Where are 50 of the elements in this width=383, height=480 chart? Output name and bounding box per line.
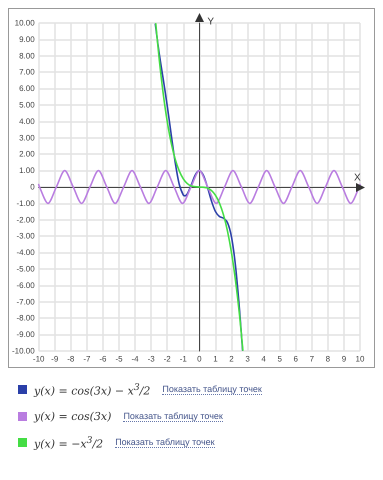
y-tick-label: -1.00: [16, 198, 36, 208]
y-tick-label: -8.00: [16, 314, 36, 323]
legend-label: y(x) = cos(3x) − x$^{3}$/2: [34, 382, 150, 398]
x-tick-label: -2: [164, 354, 172, 364]
legend-label: y(x) = −x$^{3}$/2: [34, 434, 104, 450]
x-tick-label: -10: [32, 354, 46, 364]
x-tick-label: 1: [213, 354, 218, 364]
x-tick-label: -3: [148, 354, 156, 364]
x-tick-label: -4: [132, 354, 140, 364]
y-tick-label: 7.00: [19, 68, 36, 77]
x-axis-title: X: [354, 172, 361, 184]
text: Показать таблицу точек: [115, 436, 215, 448]
y-tick-label: -2.00: [16, 215, 36, 224]
x-tick-label: 8: [326, 354, 331, 364]
text: Показать таблицу точек: [123, 410, 223, 422]
legend-label: y(x) = cos(3x): [34, 410, 112, 423]
x-tick-label: 7: [310, 354, 315, 364]
text: Показать таблицу точек: [162, 384, 262, 396]
x-tick-label: -5: [115, 354, 124, 364]
x-tick-label: 3: [245, 354, 250, 364]
y-tick-label: -7.00: [16, 297, 36, 306]
x-tick-label: 6: [294, 354, 299, 364]
x-tick-label: 5: [277, 354, 282, 364]
y-tick-label: -4.00: [16, 248, 36, 258]
y-tick-label: 5.00: [19, 100, 36, 110]
y-tick-label: 9.00: [19, 34, 36, 44]
y-tick-label: 6.00: [19, 84, 36, 94]
y-tick-label: 4.00: [19, 116, 36, 126]
y-tick-label: 10.00: [14, 18, 36, 28]
x-tick-label: -9: [51, 354, 59, 364]
y-tick-label: 1.00: [19, 166, 36, 176]
x-tick-label: 9: [342, 354, 347, 364]
x-tick-label: -6: [99, 354, 108, 364]
y-tick-label: -3.00: [16, 232, 36, 241]
y-tick-label: -9.00: [16, 330, 36, 340]
y-axis-title: Y: [207, 16, 214, 28]
x-tick-label: 2: [229, 354, 234, 364]
y-tick-label: 2.00: [19, 150, 36, 159]
x-tick-label: -8: [67, 354, 75, 364]
x-tick-label: 10: [356, 354, 365, 364]
x-tick-label: 4: [261, 354, 266, 364]
y-tick-label: -6.00: [16, 280, 36, 290]
y-tick-label: 0: [30, 182, 36, 192]
y-tick-label: -10.00: [12, 346, 36, 356]
x-tick-label: 0: [197, 354, 202, 364]
y-tick-label: 8.00: [19, 51, 36, 60]
y-tick-label: -5.00: [16, 264, 36, 274]
x-tick-label: -1: [180, 354, 188, 364]
x-tick-label: -7: [83, 354, 91, 364]
y-tick-label: 3.00: [19, 133, 36, 142]
